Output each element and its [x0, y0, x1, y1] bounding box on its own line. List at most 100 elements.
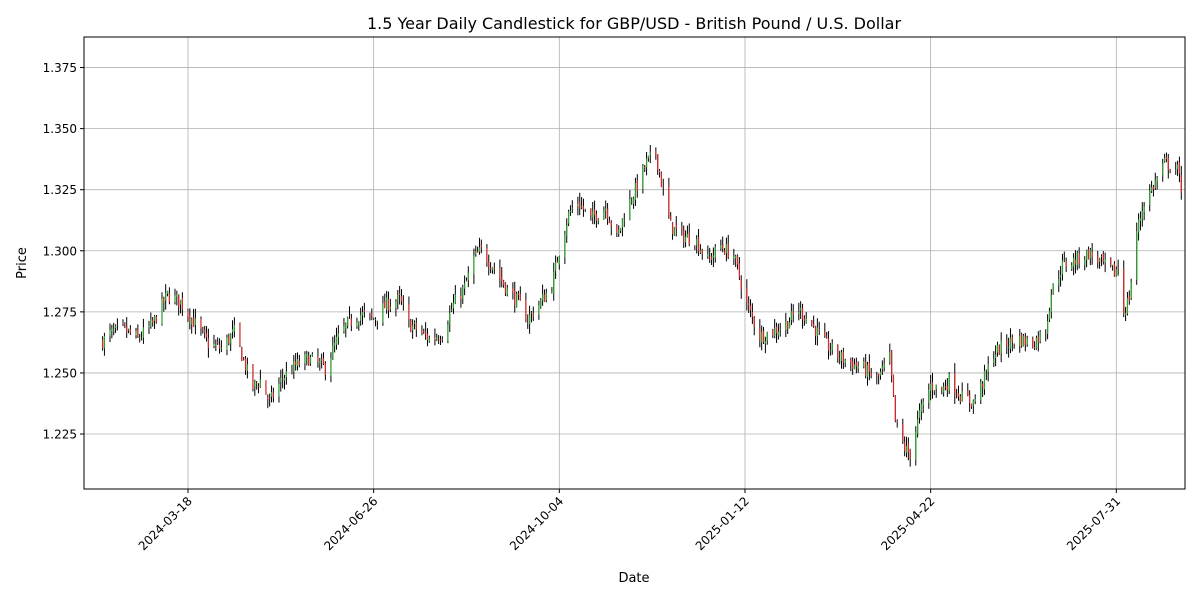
candle-body: [452, 302, 455, 309]
candle-body: [451, 309, 453, 311]
candle-body: [103, 335, 106, 349]
candle-body: [710, 256, 713, 260]
candle-body: [460, 295, 462, 299]
candle-body: [246, 364, 248, 371]
candle-body: [1149, 190, 1151, 205]
candle-body: [400, 296, 403, 302]
candle-body: [291, 372, 293, 374]
y-tick-label: 1.300: [43, 244, 77, 258]
candle-body: [1152, 186, 1155, 190]
candle-body: [1000, 340, 1002, 354]
candle-body: [217, 342, 219, 344]
candle-body: [556, 261, 559, 263]
candle-body: [1087, 249, 1090, 260]
candle-body: [974, 398, 976, 402]
candle-body: [569, 211, 572, 212]
candle-body: [868, 362, 870, 372]
candle-body: [571, 208, 573, 210]
candle-body: [1104, 258, 1106, 263]
candle-body: [176, 294, 178, 297]
candle-body: [866, 364, 869, 378]
candle-body: [298, 360, 300, 366]
candle-body: [1128, 296, 1130, 301]
candle-body: [1098, 258, 1101, 262]
candle-body: [870, 372, 872, 377]
candle-body: [881, 366, 883, 370]
candle-body: [694, 245, 696, 247]
candle-body: [746, 288, 748, 303]
candle-body: [935, 384, 937, 390]
candle-body: [142, 327, 145, 338]
candle-body: [410, 320, 412, 333]
candle-body: [554, 262, 557, 271]
candle-body: [369, 313, 371, 314]
candle-body: [528, 314, 531, 324]
candle-body: [865, 361, 867, 376]
candle-body: [907, 443, 909, 452]
candle-body: [707, 254, 709, 257]
candle-body: [969, 394, 971, 403]
candle-body: [801, 307, 804, 320]
plot-frame: [83, 36, 1186, 490]
candle-body: [829, 350, 831, 352]
candle-body: [863, 361, 865, 367]
candle-body: [382, 303, 384, 323]
candle-body: [618, 229, 620, 234]
candle-body: [337, 333, 339, 338]
candle-body: [1156, 177, 1158, 182]
candle-body: [982, 383, 984, 388]
candle-body: [122, 322, 124, 324]
candle-body: [1074, 259, 1077, 265]
candle-body: [1113, 263, 1116, 277]
candle-body: [649, 152, 651, 155]
candle-body: [610, 221, 612, 226]
candle-body: [530, 312, 533, 314]
candle-body: [512, 288, 514, 293]
candle-body: [421, 330, 423, 333]
candle-body: [1050, 294, 1052, 313]
candle-body: [527, 321, 529, 323]
candle-body: [761, 332, 763, 343]
candle-body: [762, 330, 765, 343]
candle-body: [282, 378, 284, 379]
candle-body: [205, 333, 208, 338]
candle-body: [257, 385, 260, 387]
candle-body: [879, 371, 882, 376]
candle-body: [348, 315, 351, 317]
candle-body: [415, 322, 417, 330]
candle-body: [356, 322, 358, 327]
candle-body: [192, 317, 195, 327]
candle-body: [423, 331, 425, 333]
candle-body: [140, 337, 143, 339]
candle-body: [477, 250, 479, 253]
candle-body: [324, 363, 326, 375]
candle-body: [191, 318, 193, 325]
candle-body: [551, 291, 553, 293]
candle-body: [376, 320, 378, 322]
candle-body: [1141, 211, 1143, 219]
candle-body: [1136, 231, 1138, 280]
candle-body: [774, 328, 776, 337]
candle-body: [334, 342, 336, 347]
candle-body: [1065, 260, 1067, 268]
candle-body: [709, 256, 711, 258]
candle-body: [595, 214, 598, 221]
candle-body: [189, 315, 191, 323]
candle-body: [632, 198, 635, 204]
candle-body: [1124, 313, 1127, 315]
candle-body: [909, 449, 911, 459]
candle-body: [467, 272, 469, 281]
candle-body: [840, 352, 843, 361]
candle-body: [330, 358, 332, 377]
candle-body: [499, 268, 501, 279]
candle-body: [764, 341, 766, 344]
candle-body: [853, 364, 856, 370]
candle-body: [777, 331, 779, 336]
candle-body: [1039, 331, 1041, 342]
candle-body: [655, 150, 657, 155]
candle-body: [1060, 275, 1062, 278]
candle-body: [824, 331, 826, 337]
candle-body: [434, 337, 436, 340]
candle-body: [566, 225, 568, 236]
